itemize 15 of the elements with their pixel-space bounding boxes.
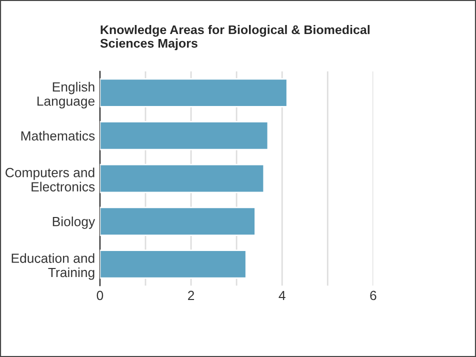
y-tick-label: Biology [52,216,96,229]
bar [100,206,256,236]
x-tick-label: 4 [278,290,286,300]
chart-title: Knowledge Areas for Biological & Biomedical Sciences Majors [100,24,370,50]
bar [100,121,269,150]
bar [100,164,265,194]
x-tick-label: 6 [370,290,376,300]
y-tick-label: Education and Training [12,253,94,280]
x-tick-label: 0 [96,290,104,300]
bar [100,78,288,108]
y-tick-label: English Language [37,82,95,108]
x-tick-label: 2 [188,290,194,300]
bar [100,250,247,279]
y-tick-label: Mathematics [21,130,95,141]
y-tick-label: Computers and Electronics [6,168,95,192]
